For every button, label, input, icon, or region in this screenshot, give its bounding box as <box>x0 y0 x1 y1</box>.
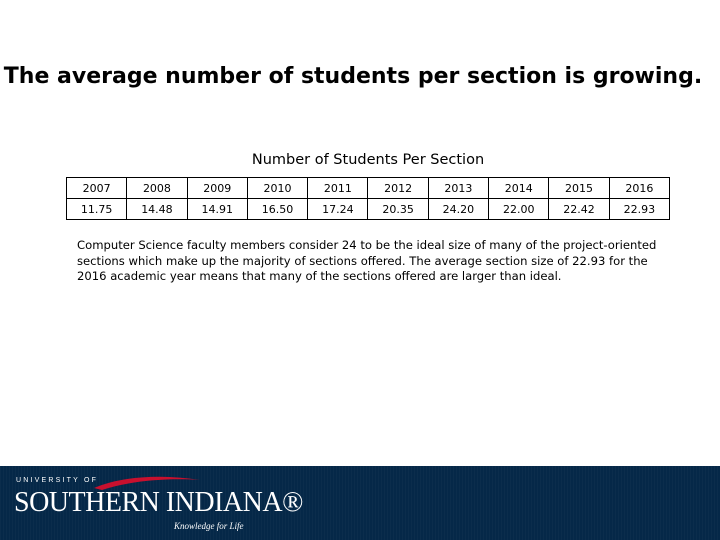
table-caption: Number of Students Per Section <box>251 152 485 168</box>
year-cell: 2012 <box>367 177 429 199</box>
year-cell: 2009 <box>186 177 248 199</box>
value-cell: 20.35 <box>367 198 429 220</box>
logo-wordmark: SOUTHERN INDIANA® <box>14 487 303 518</box>
table-row-years: 2007 2008 2009 2010 2011 2012 2013 2014 … <box>65 177 671 199</box>
value-cell: 22.00 <box>488 198 550 220</box>
value-cell: 24.20 <box>427 198 490 220</box>
logo-tagline: Knowledge for Life <box>174 521 244 531</box>
slide-title: The average number of students per secti… <box>3 64 703 89</box>
footer-banner: UNIVERSITY OF SOUTHERN INDIANA® Knowledg… <box>0 466 720 540</box>
value-cell: 17.24 <box>307 198 369 220</box>
value-cell: 22.42 <box>548 198 610 220</box>
logo-university-of: UNIVERSITY OF <box>16 477 99 484</box>
students-per-section-table: 2007 2008 2009 2010 2011 2012 2013 2014 … <box>65 177 671 220</box>
swoosh-icon <box>94 476 200 490</box>
year-cell: 2010 <box>246 177 309 199</box>
value-cell: 22.93 <box>608 198 671 220</box>
year-cell: 2013 <box>427 177 490 199</box>
year-cell: 2014 <box>488 177 550 199</box>
value-cell: 11.75 <box>65 198 128 220</box>
year-cell: 2008 <box>126 177 188 199</box>
year-cell: 2007 <box>65 177 128 199</box>
year-cell: 2016 <box>608 177 671 199</box>
value-cell: 16.50 <box>246 198 309 220</box>
table-row-values: 11.75 14.48 14.91 16.50 17.24 20.35 24.2… <box>65 198 671 220</box>
value-cell: 14.48 <box>126 198 188 220</box>
year-cell: 2015 <box>548 177 610 199</box>
value-cell: 14.91 <box>186 198 248 220</box>
year-cell: 2011 <box>307 177 369 199</box>
university-logo: UNIVERSITY OF SOUTHERN INDIANA® Knowledg… <box>14 474 303 536</box>
explanatory-note: Computer Science faculty members conside… <box>77 238 657 283</box>
